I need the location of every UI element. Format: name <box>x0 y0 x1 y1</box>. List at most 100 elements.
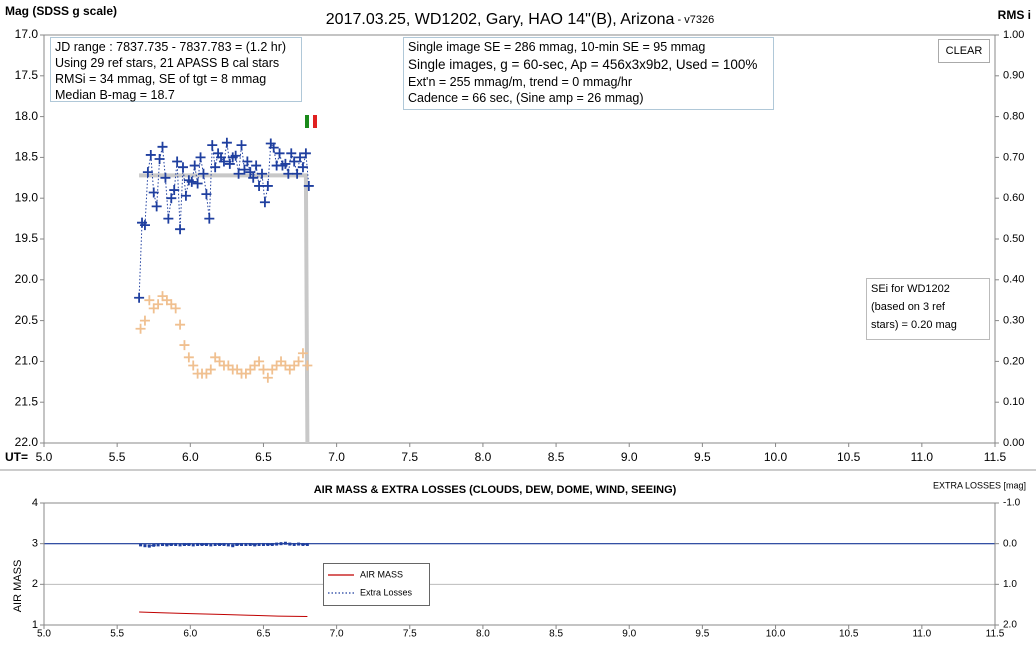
y2-axis-label: RMS i <box>998 8 1031 22</box>
x-tick-label: 10.0 <box>764 450 788 464</box>
x-tick-label: 8.0 <box>476 629 490 640</box>
x-tick-label: 8.0 <box>475 450 492 464</box>
info-line: SEi for WD1202 <box>871 283 950 295</box>
y-tick-label: 19.0 <box>15 190 39 204</box>
x-tick-label: 5.0 <box>36 450 53 464</box>
data-point <box>240 542 244 546</box>
data-point <box>235 542 239 546</box>
data-point <box>244 542 248 546</box>
data-point <box>179 340 190 351</box>
data-point <box>145 149 156 160</box>
y2-tick-label: 0.50 <box>1003 233 1024 245</box>
data-point <box>187 542 191 546</box>
y2-tick-label: -1.0 <box>1003 498 1021 509</box>
y2-tick-label: 1.00 <box>1003 29 1024 41</box>
info-line: Single images, g = 60-sec, Ap = 456x3x9b… <box>408 57 758 72</box>
series-line <box>138 142 310 298</box>
x-tick-label: 6.0 <box>182 450 199 464</box>
data-point <box>135 323 146 334</box>
data-point <box>175 224 186 235</box>
data-point <box>143 544 147 548</box>
data-point <box>213 542 217 546</box>
data-point <box>253 543 257 547</box>
data-point <box>177 162 188 173</box>
info-line: (based on 3 ref <box>871 301 945 313</box>
x-tick-label: 10.5 <box>839 629 859 640</box>
data-point <box>178 543 182 547</box>
data-point <box>205 364 216 375</box>
data-point <box>170 303 181 314</box>
x-tick-label: 11.5 <box>986 629 1005 640</box>
data-point <box>160 172 171 183</box>
data-point <box>251 160 262 171</box>
y2-tick-label: 0.70 <box>1003 151 1024 163</box>
x-tick-label: 5.5 <box>110 629 124 640</box>
x-tick-label: 9.0 <box>622 629 636 640</box>
data-point <box>239 164 250 175</box>
y2-tick-label: 0.0 <box>1003 538 1017 549</box>
y2-tick-label: 0.40 <box>1003 274 1024 286</box>
legend: AIR MASS Extra Losses <box>323 563 430 606</box>
data-point <box>148 187 159 198</box>
x-tick-label: 6.5 <box>255 450 272 464</box>
x-tick-label: 11.0 <box>911 450 934 464</box>
data-point <box>289 156 300 167</box>
y2-axis-label: EXTRA LOSSES [mag] <box>933 480 1026 490</box>
x-tick-label: 11.5 <box>984 450 1007 464</box>
data-point <box>139 315 150 326</box>
chart-title: 2017.03.25, WD1202, Gary, HAO 14"(B), Ar… <box>326 11 714 28</box>
data-point <box>266 542 270 546</box>
y-tick-label: 4 <box>32 497 38 509</box>
y-tick-label: 17.5 <box>15 68 39 82</box>
x-tick-label: 9.5 <box>695 629 709 640</box>
info-box: SEi for WD1202 (based on 3 ref stars) = … <box>866 278 990 340</box>
data-point <box>218 156 229 167</box>
data-point <box>262 372 273 383</box>
data-point <box>186 176 197 187</box>
y2-tick-label: 0.20 <box>1003 355 1024 367</box>
data-point <box>195 152 206 163</box>
info-line: RMSi = 34 mmag, SE of tgt = 8 mmag <box>55 72 267 86</box>
data-point <box>236 140 247 151</box>
data-point <box>151 201 162 212</box>
data-point <box>293 356 304 367</box>
data-point <box>183 352 194 363</box>
data-point <box>210 162 221 173</box>
series-line <box>139 611 308 617</box>
x-tick-label: 9.5 <box>694 450 711 464</box>
data-point <box>165 543 169 547</box>
data-point <box>286 148 297 159</box>
x-tick-label: 7.5 <box>403 629 417 640</box>
data-point <box>288 542 292 546</box>
y-tick-label: 18.5 <box>15 150 39 164</box>
clear-button[interactable]: CLEAR <box>938 39 990 63</box>
legend-label: AIR MASS <box>360 569 403 579</box>
info-box: Single image SE = 286 mmag, 10-min SE = … <box>403 37 774 110</box>
y-tick-label: 1 <box>32 619 38 631</box>
data-point <box>222 542 226 546</box>
data-point <box>248 172 259 183</box>
data-point <box>163 213 174 224</box>
info-line: Median B-mag = 18.7 <box>55 88 175 102</box>
data-point <box>254 180 265 191</box>
y2-tick-label: 0.10 <box>1003 396 1024 408</box>
x-tick-label: 10.5 <box>837 450 861 464</box>
data-point <box>161 542 165 546</box>
data-point <box>256 168 267 179</box>
y-tick-label: 17.0 <box>15 27 39 41</box>
data-point <box>154 154 165 165</box>
y-tick-label: 20.0 <box>15 272 39 286</box>
y-tick-label: 18.0 <box>15 109 39 123</box>
info-box: JD range : 7837.735 - 7837.783 = (1.2 hr… <box>50 37 302 102</box>
marker-flag <box>313 115 317 128</box>
x-tick-label: 7.0 <box>330 629 344 640</box>
data-point <box>301 542 305 546</box>
data-point <box>303 180 314 191</box>
x-tick-label: 8.5 <box>548 450 565 464</box>
data-point <box>200 542 204 546</box>
data-point <box>142 167 153 178</box>
data-point <box>188 360 199 371</box>
data-point <box>172 156 183 167</box>
data-point <box>147 544 151 548</box>
